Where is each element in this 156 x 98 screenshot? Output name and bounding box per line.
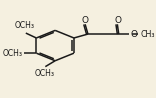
Text: O: O bbox=[131, 30, 138, 39]
Text: OCH₃: OCH₃ bbox=[2, 49, 22, 58]
Text: O: O bbox=[82, 16, 89, 25]
Text: OCH₃: OCH₃ bbox=[35, 69, 55, 78]
Text: O: O bbox=[114, 16, 121, 25]
Text: CH₃: CH₃ bbox=[141, 30, 155, 39]
Text: OCH₃: OCH₃ bbox=[15, 21, 35, 30]
